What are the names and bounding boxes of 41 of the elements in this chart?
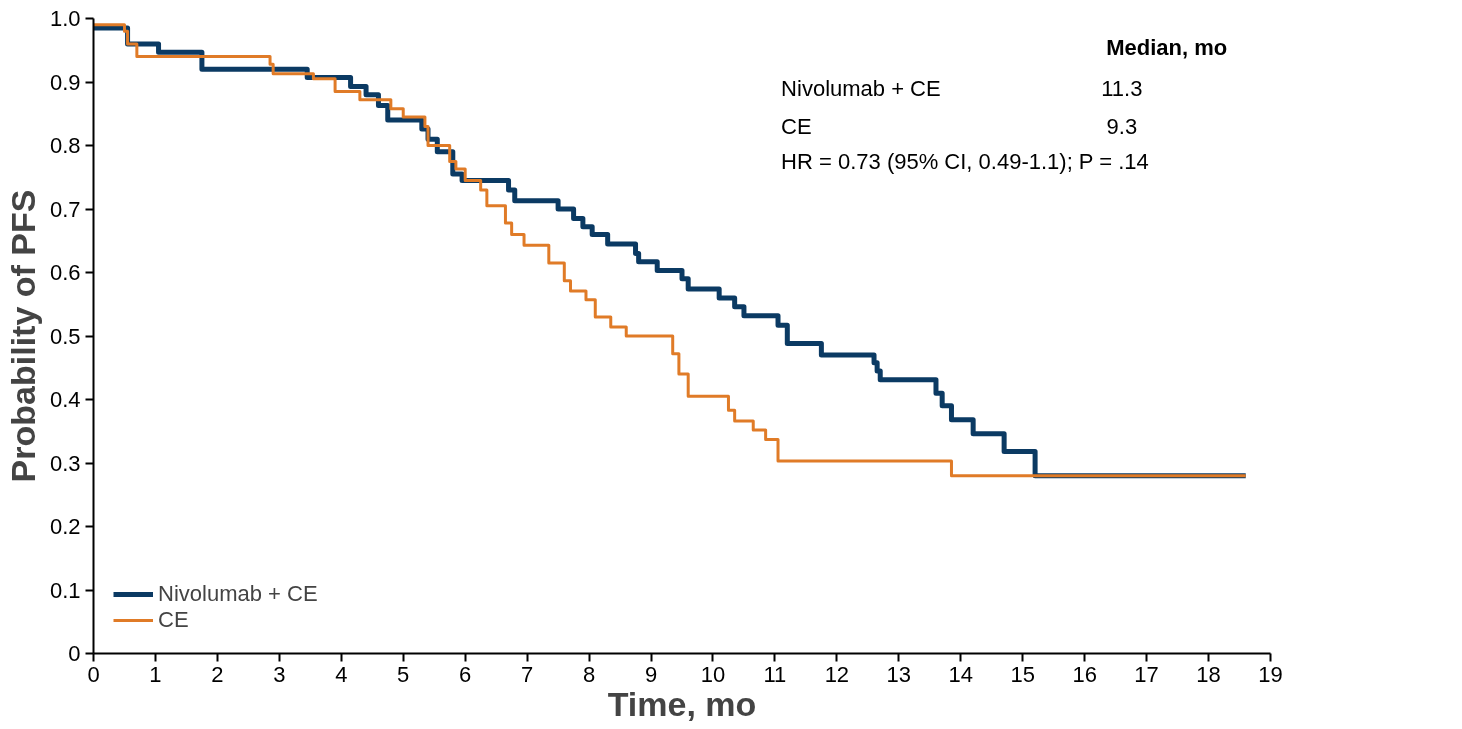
annotation: Nivolumab + CE <box>781 75 941 101</box>
y-tick-label: 0.5 <box>49 323 81 349</box>
x-tick-label: 1 <box>149 661 162 687</box>
y-tick-label: 0.1 <box>49 577 81 603</box>
x-tick-label: 0 <box>87 661 100 687</box>
x-tick-label: 4 <box>335 661 348 687</box>
y-tick-label: 0.7 <box>49 196 81 222</box>
x-tick-label: 19 <box>1258 661 1283 687</box>
x-tick-label: 5 <box>397 661 410 687</box>
legend-label: CE <box>158 607 189 633</box>
x-tick-label: 11 <box>763 661 787 687</box>
y-tick-label: 0.2 <box>49 514 81 539</box>
x-tick-label: 10 <box>700 661 726 687</box>
y-tick-label: 0.6 <box>49 260 81 285</box>
x-tick-label: 16 <box>1072 661 1097 687</box>
x-tick-label: 13 <box>886 661 912 687</box>
annotation: 11.3 <box>1101 75 1143 101</box>
y-tick-label: 0.4 <box>49 387 81 412</box>
x-tick-label: 12 <box>824 661 850 687</box>
annotation: CE <box>781 113 812 139</box>
x-tick-label: 7 <box>521 661 534 687</box>
annotation: 9.3 <box>1106 113 1138 139</box>
y-tick-label: 0.8 <box>49 133 81 158</box>
x-axis-title: Time, mo <box>607 684 757 723</box>
legend-label: Nivolumab + CE <box>158 581 318 607</box>
y-tick-label: 1.0 <box>49 6 81 31</box>
x-tick-label: 15 <box>1010 661 1035 687</box>
annotation: HR = 0.73 (95% CI, 0.49-1.1); P = .14 <box>781 148 1149 174</box>
x-tick-label: 6 <box>459 661 472 687</box>
y-tick-label: 0 <box>68 641 81 666</box>
y-tick-label: 0.9 <box>49 69 81 95</box>
x-tick-label: 3 <box>273 661 286 687</box>
y-axis-title: Probability of PFS <box>3 189 42 483</box>
annotation: Median, mo <box>1106 34 1228 60</box>
x-tick-label: 2 <box>211 661 224 687</box>
x-tick-label: 8 <box>582 661 596 687</box>
x-tick-label: 9 <box>644 661 658 687</box>
x-tick-label: 17 <box>1134 661 1159 687</box>
x-tick-label: 14 <box>948 661 974 687</box>
x-tick-label: 18 <box>1196 661 1221 687</box>
y-tick-label: 0.3 <box>49 450 81 476</box>
